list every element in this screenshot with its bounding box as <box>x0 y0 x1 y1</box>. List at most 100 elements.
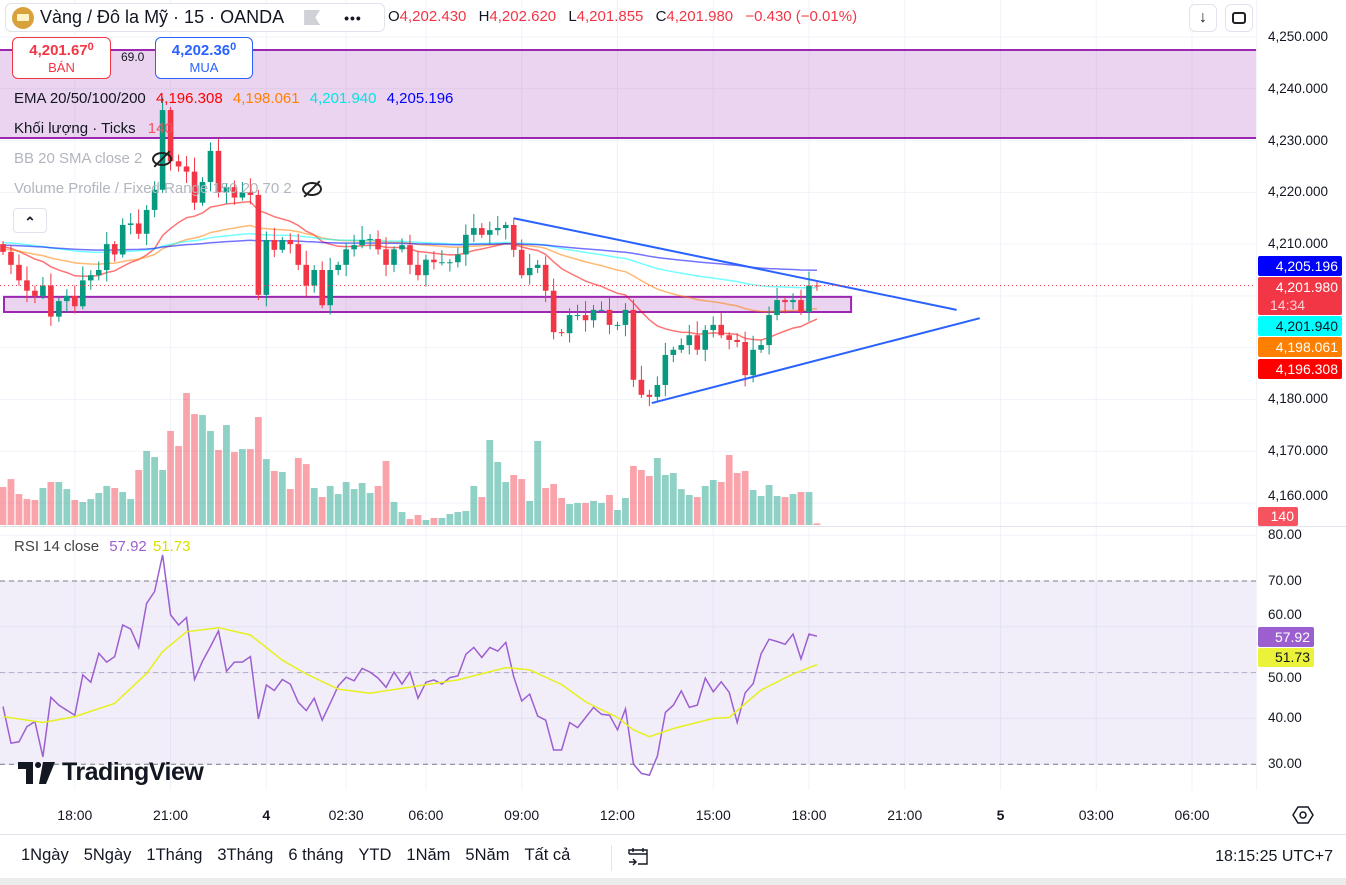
go-to-date-button[interactable] <box>626 845 650 874</box>
ema20-price-tag: 4,196.308 <box>1258 359 1342 379</box>
low-label: L <box>568 8 577 25</box>
volume-bar <box>574 502 581 525</box>
volume-bar <box>542 487 550 525</box>
bb-legend[interactable]: BB 20 SMA close 2 <box>14 150 173 167</box>
range-button-1Tháng[interactable]: 1Tháng <box>146 846 203 864</box>
candle-body <box>455 254 461 263</box>
range-button-5Ngày[interactable]: 5Ngày <box>83 846 132 864</box>
volume-bar <box>590 500 597 525</box>
pane-divider[interactable] <box>0 526 1346 527</box>
buy-button[interactable]: 4,202.360 MUA <box>155 37 253 79</box>
volume-bar <box>733 472 741 525</box>
rsi-ma-value: 51.73 <box>152 538 191 555</box>
ema200-price-tag: 4,205.196 <box>1258 256 1342 276</box>
low-value: 4,201.855 <box>576 8 644 25</box>
buy-price-pip: 0 <box>230 41 237 53</box>
volume-bar <box>797 492 805 525</box>
download-button[interactable]: ↓ <box>1189 4 1217 32</box>
candle-body <box>582 315 589 321</box>
candle-body <box>614 324 621 326</box>
candle-body <box>48 285 54 317</box>
collapse-legend-button[interactable]: ⌃ <box>13 208 47 233</box>
candle-body <box>399 245 405 250</box>
time-axis-label: 06:00 <box>1174 807 1210 823</box>
time-axis-label: 02:30 <box>328 807 364 823</box>
candle-body <box>542 264 549 291</box>
candle-body <box>359 239 365 246</box>
fullscreen-button[interactable] <box>1225 4 1253 32</box>
close-value: 4,201.980 <box>666 8 734 25</box>
candle-body <box>231 187 238 198</box>
sell-button[interactable]: 4,201.670 BÁN <box>12 37 111 79</box>
volume-bar <box>630 465 637 525</box>
candle-body <box>758 345 764 350</box>
volume-profile-legend[interactable]: Volume Profile / Fixed Range 150 20 70 2 <box>14 180 322 197</box>
candle-body <box>447 262 453 264</box>
tradingview-logo[interactable]: TradingView <box>18 758 204 787</box>
eye-off-icon[interactable] <box>301 182 322 197</box>
candle-body <box>167 110 174 162</box>
chart-settings-button[interactable] <box>1292 804 1314 826</box>
volume-bar <box>207 430 214 525</box>
calendar-icon <box>628 848 648 866</box>
rsi-line <box>2 554 818 777</box>
candle-body <box>343 249 349 265</box>
candle-body <box>247 192 254 195</box>
candle-body <box>351 245 357 250</box>
volume-bar <box>534 440 542 525</box>
volume-bar <box>446 514 454 525</box>
candle-body <box>798 300 804 312</box>
volume-bar <box>478 497 486 525</box>
candle-body <box>239 192 246 198</box>
range-button-Tất-cả[interactable]: Tất cả <box>524 846 571 864</box>
price-chart-pane[interactable] <box>0 0 1256 527</box>
eye-off-icon[interactable] <box>152 152 173 167</box>
volume-bar <box>709 480 717 525</box>
volume-bar <box>231 452 238 525</box>
ema50-price-tag: 4,198.061 <box>1258 337 1342 357</box>
volume-bar <box>582 502 589 525</box>
candle-body <box>486 230 493 235</box>
volume-bar <box>111 487 119 525</box>
volume-bar <box>773 495 781 525</box>
volume-bar <box>246 449 254 525</box>
volume-bar <box>103 485 111 525</box>
candle-body <box>383 249 389 265</box>
range-button-1Năm[interactable]: 1Năm <box>406 846 451 864</box>
candle-body <box>718 324 724 336</box>
volume-bar <box>215 450 222 525</box>
zone-rectangle <box>3 296 853 312</box>
candle-body <box>662 354 669 385</box>
range-button-3Tháng[interactable]: 3Tháng <box>217 846 274 864</box>
volume-legend[interactable]: Khối lượng · Ticks 140 <box>14 120 173 137</box>
candle-body <box>654 384 661 397</box>
clock-timezone[interactable]: 18:15:25 UTC+7 <box>1215 848 1333 865</box>
range-button-6-tháng[interactable]: 6 tháng <box>288 846 344 864</box>
range-button-1Ngày[interactable]: 1Ngày <box>21 846 69 864</box>
time-axis-label: 06:00 <box>408 807 444 823</box>
price-axis-label: 4,230.000 <box>1268 132 1329 148</box>
candle-body <box>119 224 126 255</box>
candle-body <box>742 341 748 376</box>
volume-bar <box>494 462 502 525</box>
rsi-axis-label: 60.00 <box>1268 606 1302 622</box>
more-menu-icon[interactable]: ••• <box>344 9 362 26</box>
time-axis-label: 21:00 <box>887 807 923 823</box>
range-button-5Năm[interactable]: 5Năm <box>465 846 510 864</box>
flag-icon[interactable] <box>304 10 321 25</box>
footer-strip <box>0 878 1346 885</box>
volume-bar <box>199 415 206 525</box>
range-button-YTD[interactable]: YTD <box>358 846 392 864</box>
price-axis-label: 4,220.000 <box>1268 184 1329 200</box>
bar-countdown: 14:34 <box>1270 297 1306 313</box>
volume-bar <box>39 487 47 525</box>
volume-bar <box>191 414 198 525</box>
symbol-title[interactable]: Vàng / Đô la Mỹ · 15 · OANDA <box>40 7 285 27</box>
volume-bar <box>789 494 797 525</box>
rsi-pane[interactable] <box>0 527 1256 790</box>
ema-legend[interactable]: EMA 20/50/100/200 4,196.308 4,198.061 4,… <box>14 90 453 107</box>
trendline <box>651 317 981 405</box>
symbol-header[interactable]: Vàng / Đô la Mỹ · 15 · OANDA ••• <box>5 3 385 32</box>
ema200-value: 4,205.196 <box>386 90 454 107</box>
rsi-legend[interactable]: RSI 14 close 57.92 51.73 <box>14 538 190 555</box>
